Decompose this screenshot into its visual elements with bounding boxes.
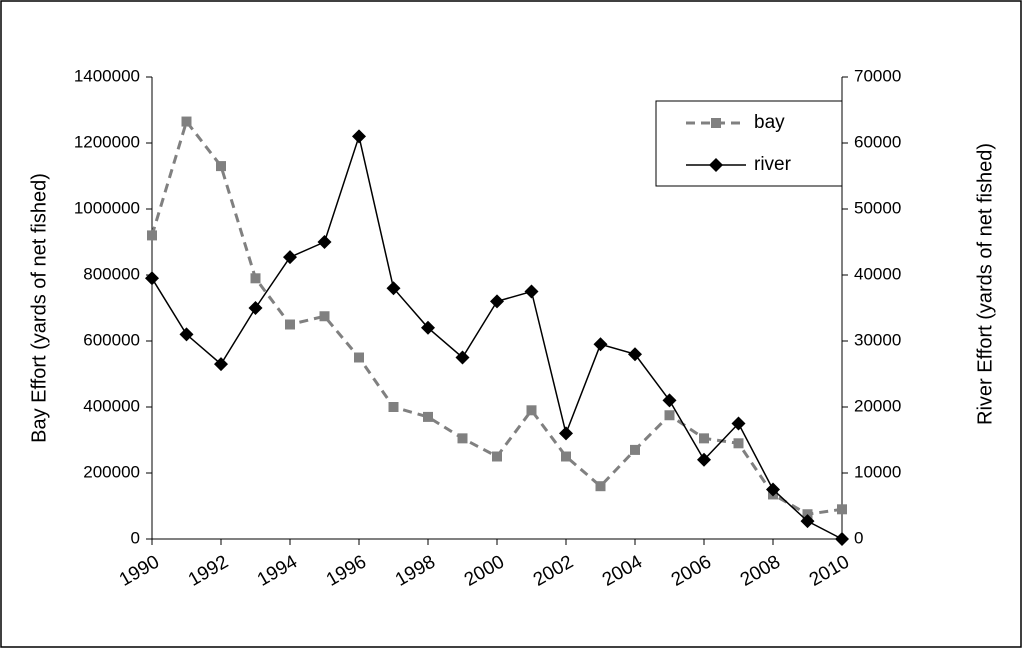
y2-tick-label: 10000: [854, 462, 901, 481]
marker: [319, 311, 330, 322]
y2-tick-label: 0: [854, 528, 863, 547]
marker: [283, 250, 297, 265]
marker: [181, 116, 192, 127]
marker: [524, 284, 539, 299]
marker: [285, 319, 295, 330]
marker: [216, 161, 226, 172]
marker: [248, 301, 263, 315]
marker: [179, 327, 194, 342]
marker: [699, 433, 709, 444]
marker: [317, 235, 332, 249]
legend-label: river: [754, 154, 792, 175]
legend-box: [655, 100, 843, 187]
marker: [559, 426, 573, 441]
marker: [662, 393, 677, 408]
marker: [352, 129, 366, 144]
marker: [145, 271, 159, 286]
y-tick-label: 1400000: [74, 66, 140, 85]
y-tick-label: 1200000: [74, 132, 140, 151]
marker: [421, 320, 435, 335]
y-tick-label: 600000: [83, 330, 140, 349]
legend-label: bay: [754, 112, 785, 133]
y-tick-label: 0: [131, 528, 140, 547]
marker: [664, 410, 675, 421]
marker: [455, 350, 470, 365]
marker: [561, 451, 571, 462]
y-axis-title: Bay Effort (yards of net fished): [28, 173, 50, 443]
marker: [733, 438, 744, 449]
y-tick-label: 800000: [83, 264, 140, 283]
y2-tick-label: 60000: [854, 132, 901, 151]
marker: [354, 352, 364, 363]
marker: [250, 273, 261, 284]
marker: [800, 514, 815, 529]
y2-tick-label: 40000: [854, 264, 901, 283]
y2-tick-label: 70000: [854, 66, 901, 85]
marker: [147, 230, 157, 241]
y-tick-label: 1000000: [74, 198, 140, 217]
y-tick-label: 200000: [83, 462, 140, 481]
marker: [526, 405, 537, 416]
marker: [766, 482, 780, 497]
marker: [595, 481, 606, 492]
marker: [837, 504, 847, 515]
legend-marker: [711, 118, 721, 128]
legend-marker: [709, 158, 723, 172]
y2-tick-label: 20000: [854, 396, 901, 415]
marker: [731, 416, 746, 431]
marker: [835, 532, 849, 546]
marker: [697, 452, 711, 467]
marker: [423, 411, 433, 422]
marker: [492, 451, 502, 462]
marker: [214, 357, 228, 372]
y-tick-label: 400000: [83, 396, 140, 415]
y2-axis-title: River Effort (yards of net fished): [974, 143, 996, 425]
y2-tick-label: 50000: [854, 198, 901, 217]
marker: [628, 347, 642, 362]
marker: [457, 433, 468, 444]
marker: [388, 402, 399, 412]
marker: [630, 444, 640, 455]
marker: [386, 281, 401, 296]
marker: [490, 294, 504, 309]
y2-tick-label: 30000: [854, 330, 901, 349]
marker: [593, 337, 608, 352]
